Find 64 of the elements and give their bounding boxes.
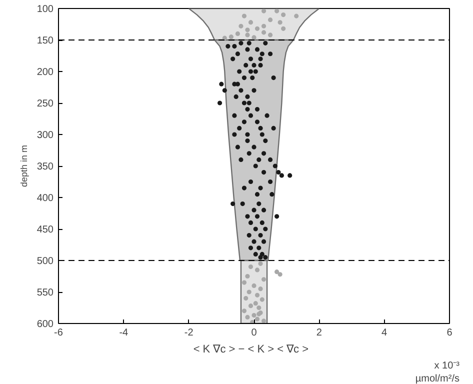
y-tick-label: 450 <box>36 224 54 236</box>
point <box>252 35 256 40</box>
point <box>242 308 247 314</box>
point <box>258 261 263 266</box>
point <box>254 26 260 31</box>
point <box>268 18 273 22</box>
y-tick-label: 200 <box>36 67 54 78</box>
point <box>248 20 254 25</box>
y-axis-title: depth in m <box>18 144 29 188</box>
point <box>256 305 262 310</box>
point <box>253 301 258 306</box>
y-tick-label: 250 <box>36 98 54 110</box>
point <box>245 274 250 279</box>
point <box>261 24 266 28</box>
point <box>278 272 282 277</box>
point <box>274 270 280 274</box>
x-tick-label: 0 <box>251 328 258 338</box>
point <box>261 8 266 14</box>
point <box>248 304 254 308</box>
point <box>228 34 234 40</box>
y-tick-label: 600 <box>36 319 54 330</box>
point <box>245 32 250 38</box>
point <box>278 20 282 25</box>
point <box>254 292 260 298</box>
point <box>281 12 286 18</box>
point <box>245 28 250 32</box>
point <box>260 297 264 302</box>
point <box>261 277 266 282</box>
point <box>242 280 247 285</box>
x-tick-label: -2 <box>184 328 194 338</box>
text: µmol/m²/s <box>415 374 460 384</box>
point <box>246 290 252 294</box>
x-tick-label: 4 <box>382 328 388 338</box>
x-tick-label: 6 <box>446 328 453 338</box>
point <box>242 14 247 18</box>
point <box>245 314 250 320</box>
point <box>222 36 227 40</box>
x-tick-label: -6 <box>54 328 64 338</box>
y-tick-label: 300 <box>36 130 54 141</box>
y-tick-label: 100 <box>36 4 54 15</box>
x-axis-title: < K ∇c > − < K > < ∇c > <box>193 344 309 356</box>
point <box>248 264 254 270</box>
text: x 10⁻³ <box>434 360 460 372</box>
point <box>258 286 263 292</box>
point <box>281 26 286 31</box>
point <box>252 313 256 318</box>
point <box>261 30 266 35</box>
point <box>235 31 240 36</box>
x-tick-label: 2 <box>316 328 322 338</box>
y-tick-label: 550 <box>36 288 54 298</box>
y-tick-label: 350 <box>36 162 54 172</box>
x-tick-label: -4 <box>119 328 129 338</box>
point <box>254 316 260 322</box>
point <box>261 318 266 324</box>
point <box>268 32 273 38</box>
y-tick-label: 500 <box>36 256 54 267</box>
point <box>244 296 248 301</box>
point <box>252 283 256 288</box>
y-tick-label: 150 <box>36 36 54 46</box>
point <box>254 268 260 272</box>
point <box>238 24 244 28</box>
point <box>294 14 299 18</box>
y-tick-label: 400 <box>36 193 54 204</box>
point <box>274 8 280 14</box>
